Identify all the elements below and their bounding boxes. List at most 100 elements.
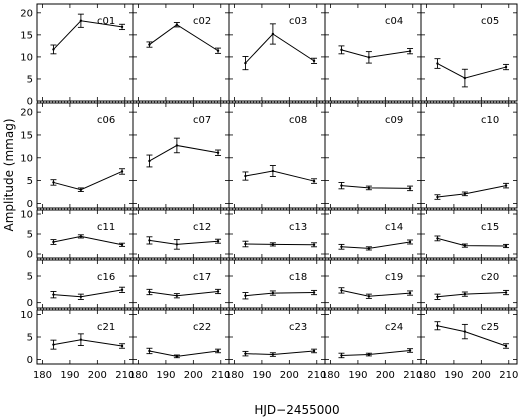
data-point — [244, 174, 247, 178]
data-point — [120, 243, 124, 246]
y-tick-label: 0 — [27, 97, 33, 108]
panel-label: c05 — [481, 16, 499, 27]
panel-label: c20 — [481, 272, 499, 283]
panel-c23: 180 190 200 210 c23 — [225, 309, 326, 381]
panel-frame — [420, 209, 518, 259]
x-tick-label: 210 — [403, 370, 422, 381]
data-point — [312, 349, 316, 353]
panel-label: c04 — [385, 16, 403, 27]
panel-grid: 0 5 10 15 20 c01 c02 c03 c04 c05 0 5 10 15 20 c06 c07 c08… — [20, 3, 518, 381]
panel-frame — [228, 209, 326, 259]
panel-frame — [36, 102, 134, 209]
data-point — [79, 295, 83, 298]
data-point — [463, 330, 467, 333]
data-point — [504, 244, 508, 248]
series-line — [437, 63, 507, 79]
x-tick-label: 180 — [321, 370, 340, 381]
data-point — [367, 295, 371, 298]
data-point — [216, 151, 220, 154]
data-point — [244, 61, 247, 65]
data-point — [504, 184, 508, 187]
y-tick-label: 10 — [20, 153, 33, 164]
x-tick-label: 180 — [129, 370, 148, 381]
data-point — [216, 49, 220, 52]
panel-c05: c05 — [420, 3, 518, 102]
data-point — [367, 56, 371, 59]
data-point — [148, 239, 151, 242]
panel-c03: c03 — [228, 3, 326, 102]
x-tick-label: 210 — [307, 370, 326, 381]
panel-label: c08 — [289, 115, 307, 126]
panel-label: c01 — [97, 16, 115, 27]
y-tick-label: 20 — [20, 8, 33, 19]
x-tick-label: 190 — [60, 370, 79, 381]
panel-frame — [420, 102, 518, 209]
x-tick-label: 180 — [33, 370, 52, 381]
panel-c25: 180 190 200 210 c25 — [417, 309, 518, 381]
y-axis-label: Amplitude (mmag) — [2, 118, 16, 231]
panel-frame — [36, 259, 134, 309]
data-point — [504, 344, 508, 348]
data-point — [463, 244, 467, 247]
y-tick-label: 0 — [27, 199, 33, 210]
data-point — [504, 291, 508, 294]
panel-label: c16 — [97, 272, 115, 283]
data-point — [120, 25, 124, 29]
panel-frame — [228, 259, 326, 309]
data-point — [408, 240, 412, 244]
data-point — [175, 23, 179, 26]
x-tick-label: 200 — [472, 370, 491, 381]
panel-c10: c10 — [420, 102, 518, 209]
data-point — [340, 48, 343, 52]
panel-c19: c19 — [324, 259, 422, 309]
panel-label: c09 — [385, 115, 403, 126]
series-line — [53, 339, 123, 347]
series-line — [245, 292, 315, 297]
x-axis-label: HJD−2455000 — [254, 403, 339, 417]
data-point — [271, 169, 275, 173]
x-tick-label: 200 — [376, 370, 395, 381]
panel-label: c23 — [289, 322, 307, 333]
data-point — [271, 243, 275, 246]
data-point — [175, 243, 179, 246]
data-point — [244, 294, 247, 297]
data-point — [271, 32, 275, 36]
data-point — [244, 242, 247, 246]
panel-label: c11 — [97, 222, 115, 233]
data-point — [504, 65, 508, 69]
panel-c04: c04 — [324, 3, 422, 102]
panel-frame — [36, 3, 134, 102]
series-line — [245, 243, 315, 246]
panel-c16: 0 5 c16 — [27, 259, 134, 309]
data-point — [120, 170, 124, 173]
data-point — [436, 237, 439, 240]
series-line — [341, 185, 411, 189]
panel-label: c25 — [481, 322, 499, 333]
panel-label: c06 — [97, 115, 115, 126]
panel-c07: c07 — [132, 102, 230, 209]
data-point — [79, 19, 83, 22]
panel-label: c03 — [289, 16, 307, 27]
data-point — [408, 291, 412, 295]
y-tick-label: 20 — [20, 108, 33, 119]
x-tick-label: 190 — [156, 370, 175, 381]
panel-frame — [132, 259, 230, 309]
data-point — [340, 354, 343, 357]
series-line — [149, 239, 219, 245]
panel-frame — [324, 259, 422, 309]
panel-label: c14 — [385, 222, 403, 233]
panel-label: c21 — [97, 322, 115, 333]
data-point — [216, 240, 220, 243]
panel-c01: 0 5 10 15 20 c01 — [20, 3, 134, 108]
data-point — [120, 288, 124, 292]
panel-label: c22 — [193, 322, 211, 333]
panel-frame — [420, 3, 518, 102]
x-tick-label: 190 — [444, 370, 463, 381]
data-point — [463, 192, 467, 196]
data-point — [312, 59, 316, 63]
x-tick-label: 180 — [417, 370, 436, 381]
data-point — [175, 294, 179, 297]
data-point — [244, 352, 247, 355]
y-tick-label: 10 — [20, 52, 33, 63]
series-line — [437, 185, 507, 198]
